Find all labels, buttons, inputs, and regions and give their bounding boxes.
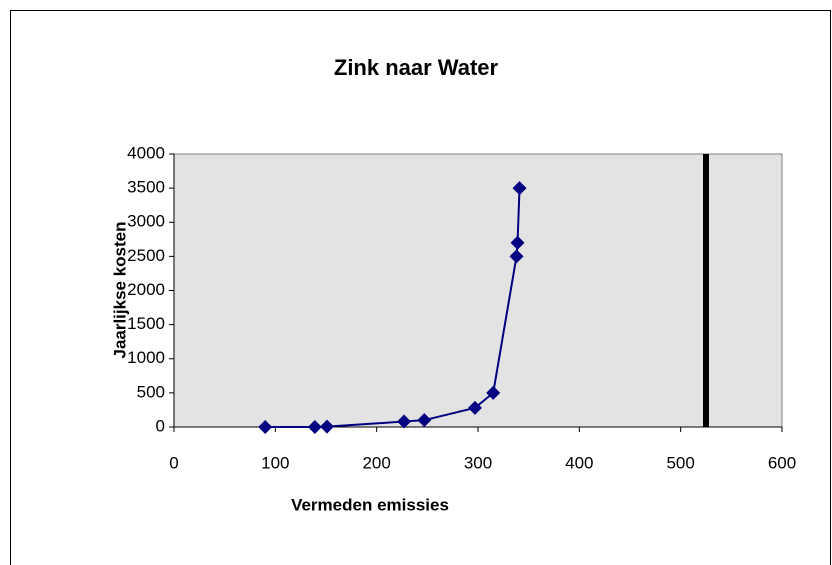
marker — [467, 400, 482, 415]
y-tick-label: 2000 — [127, 280, 165, 299]
chart-frame — [10, 10, 831, 565]
marker — [510, 235, 525, 250]
marker — [307, 420, 322, 434]
y-tick-label: 0 — [156, 416, 165, 435]
x-tick-label: 300 — [464, 453, 492, 472]
x-tick-label: 0 — [169, 453, 178, 472]
x-tick-label: 200 — [362, 453, 390, 472]
x-tick-label: 500 — [666, 453, 694, 472]
y-tick-label: 3000 — [127, 212, 165, 231]
x-axis-label: Vermeden emissies — [291, 495, 449, 514]
marker — [320, 419, 335, 434]
y-tick-label: 1500 — [127, 314, 165, 333]
y-axis-label: Jaarlijkse kosten — [110, 221, 129, 358]
marker — [417, 413, 432, 428]
marker — [397, 414, 412, 429]
marker — [509, 249, 524, 264]
y-tick-label: 4000 — [127, 143, 165, 162]
marker — [258, 420, 273, 434]
plot-area — [173, 153, 783, 428]
y-tick-label: 2500 — [127, 246, 165, 265]
x-tick-label: 100 — [261, 453, 289, 472]
y-tick-label: 500 — [137, 382, 165, 401]
marker — [512, 181, 527, 196]
marker — [486, 385, 501, 400]
y-tick-label: 1000 — [127, 348, 165, 367]
chart-title: Zink naar Water — [334, 55, 499, 80]
x-tick-label: 400 — [565, 453, 593, 472]
y-tick-label: 3500 — [127, 178, 165, 197]
x-tick-label: 600 — [768, 453, 796, 472]
